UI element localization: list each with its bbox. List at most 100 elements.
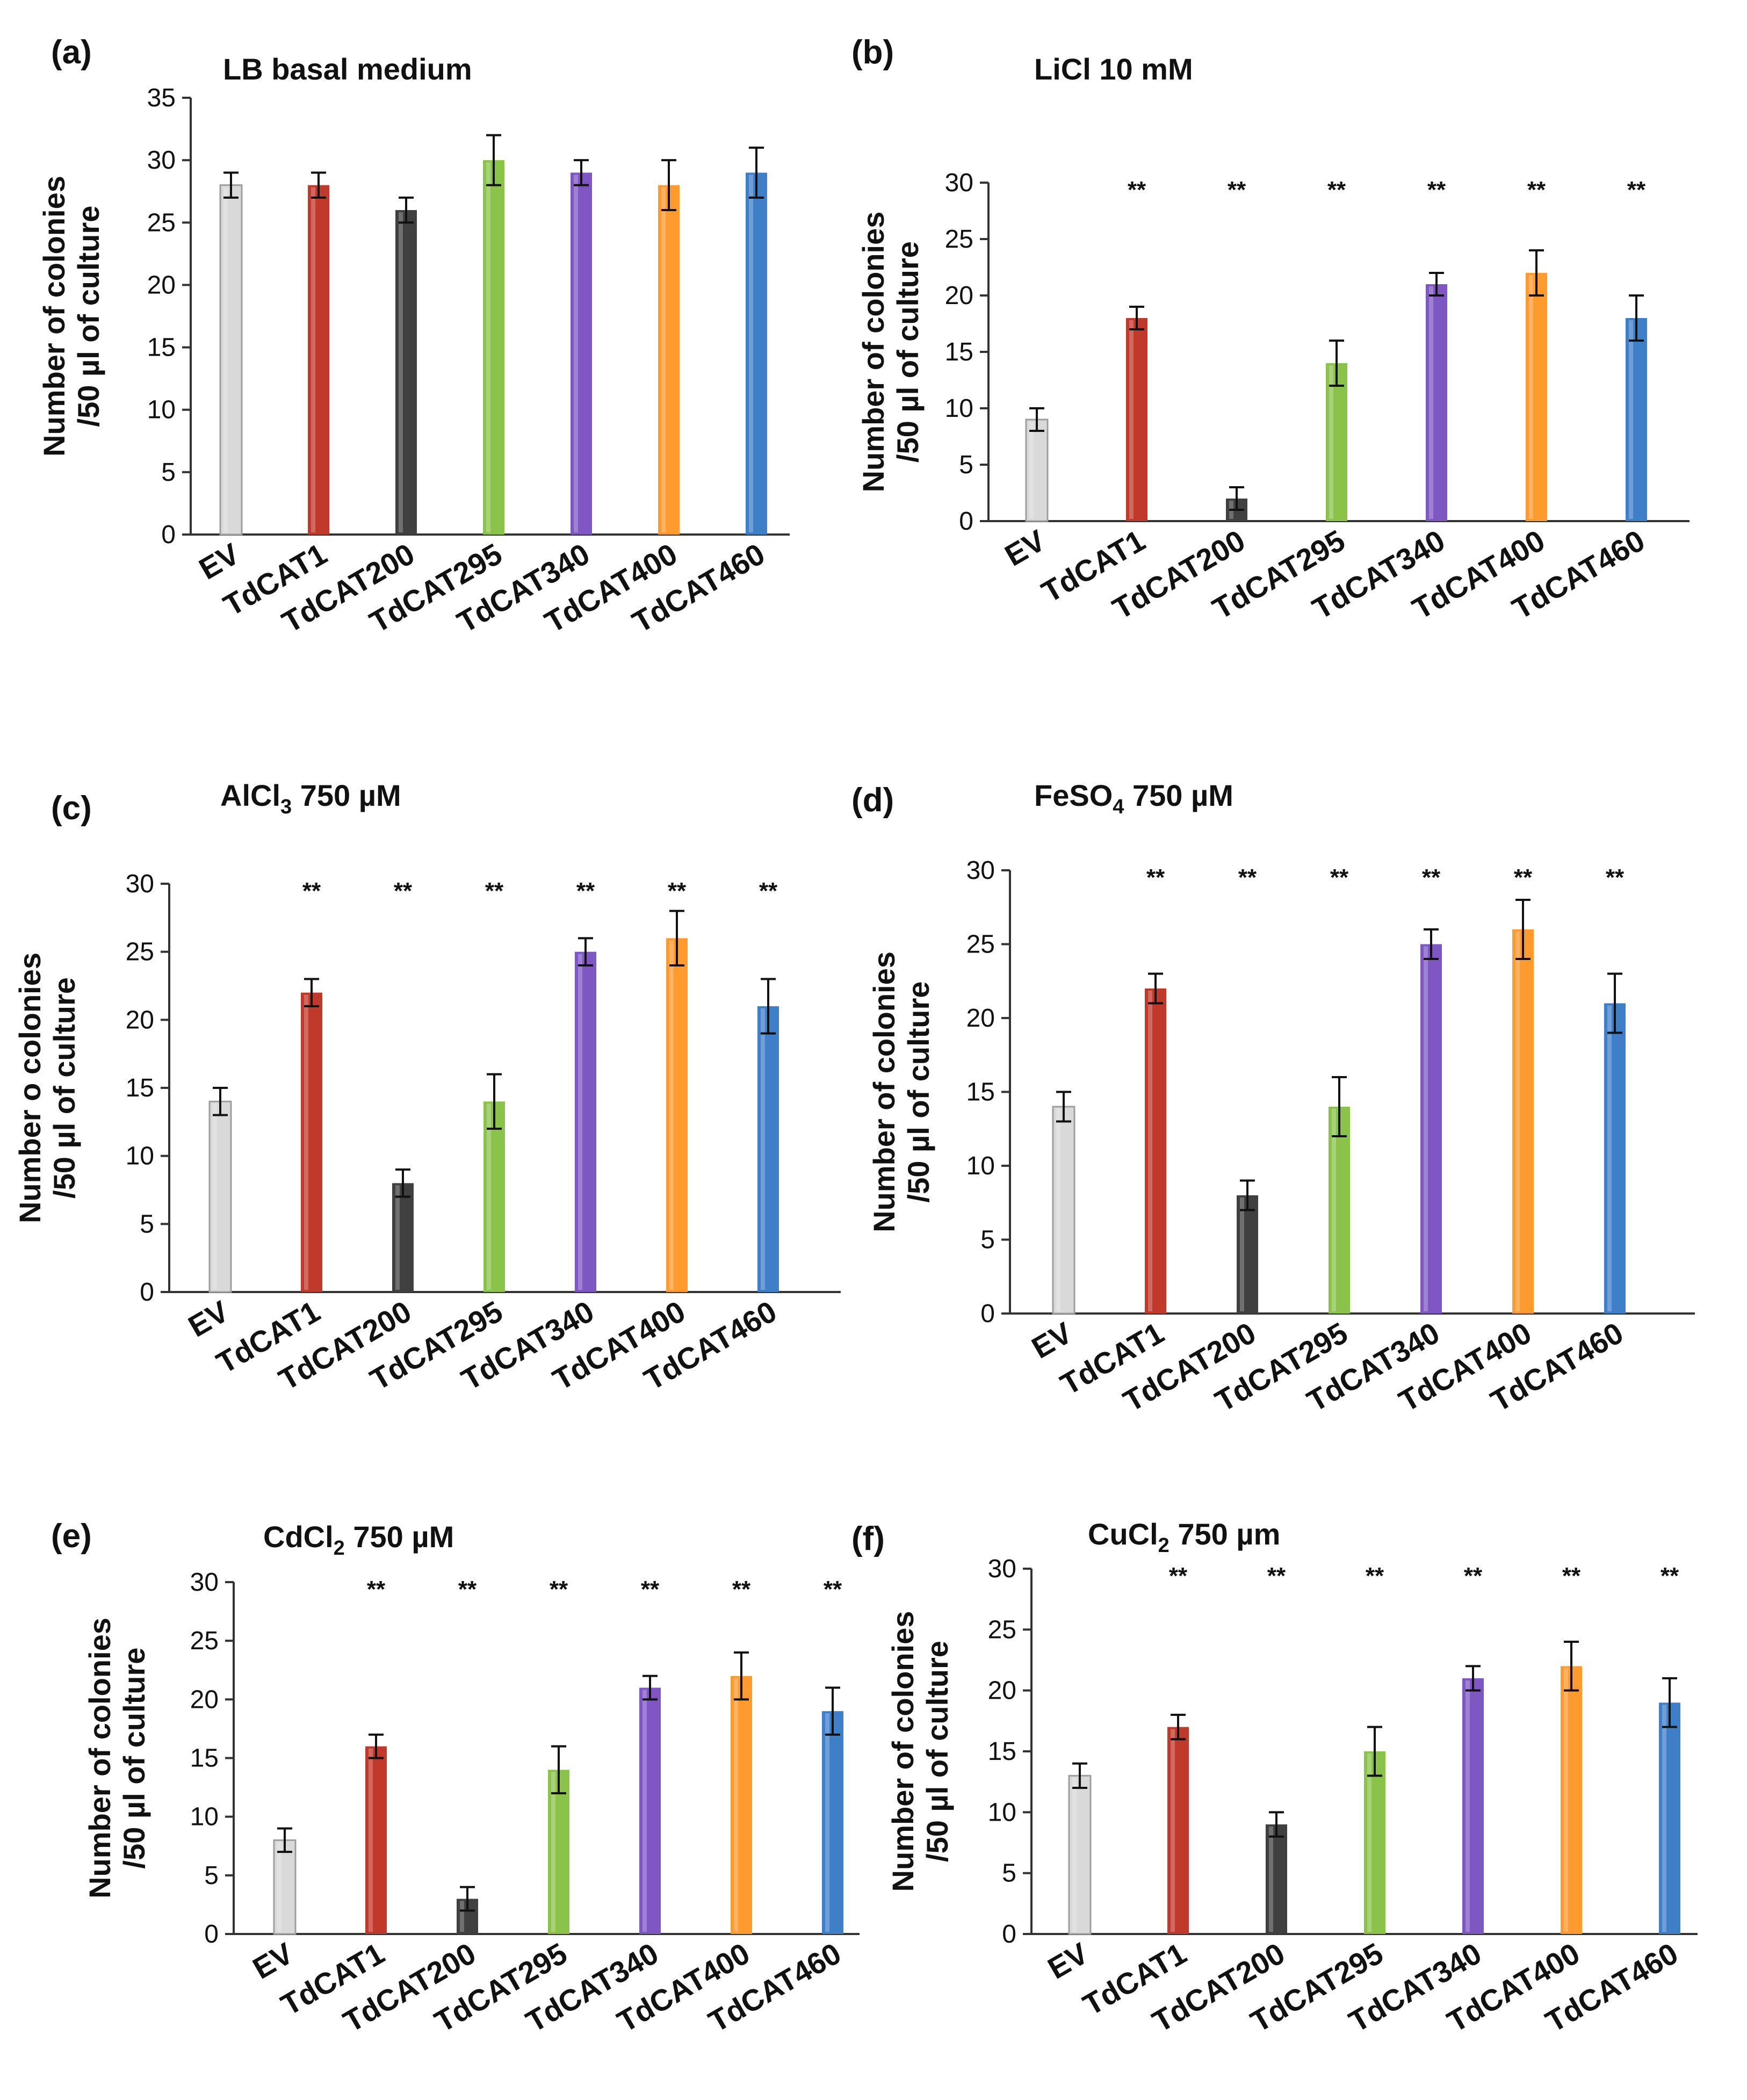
significance-marker: ** xyxy=(367,1576,386,1603)
panel-label: (c) xyxy=(51,790,92,827)
bar xyxy=(658,185,680,535)
significance-marker: ** xyxy=(394,878,413,904)
x-tick-label: EV xyxy=(1026,1316,1078,1365)
chart-panel: (a) LB basal medium Number of colonies/50 … xyxy=(37,34,790,639)
bar xyxy=(1329,1107,1350,1314)
bar xyxy=(1068,1774,1092,1935)
panel-label: (f) xyxy=(851,1520,885,1557)
significance-marker: ** xyxy=(1627,177,1646,203)
bar xyxy=(365,1746,387,1934)
y-tick-label: 30 xyxy=(147,146,176,175)
bar xyxy=(757,1006,779,1292)
bar-highlight xyxy=(825,1713,829,1932)
y-tick-label: 15 xyxy=(190,1744,219,1773)
chart-title: AlCl3 750 µM xyxy=(220,778,401,818)
bar-highlight xyxy=(1429,286,1433,519)
panel-label: (e) xyxy=(51,1518,92,1555)
y-axis-label-line1: Number of colonies xyxy=(886,1611,920,1892)
y-tick-label: 25 xyxy=(126,938,154,966)
bar-highlight xyxy=(1662,1705,1666,1932)
bar-highlight xyxy=(734,1678,738,1932)
bar-highlight xyxy=(1564,1668,1568,1932)
bar xyxy=(1626,318,1647,521)
significance-marker: ** xyxy=(1661,1563,1679,1589)
bar-highlight xyxy=(1171,1729,1175,1932)
y-tick-label: 10 xyxy=(190,1803,219,1831)
significance-marker: ** xyxy=(1562,1563,1581,1589)
y-tick-label: 15 xyxy=(147,334,176,362)
bar-highlight xyxy=(395,1185,400,1290)
y-tick-label: 20 xyxy=(190,1685,219,1714)
x-tick-label: EV xyxy=(1042,1936,1094,1986)
bar xyxy=(1512,929,1534,1314)
significance-marker: ** xyxy=(1330,864,1349,891)
bar xyxy=(483,1101,505,1292)
bar xyxy=(1266,1824,1287,1934)
y-axis-label-line1: Number of colonies xyxy=(856,212,890,493)
chart-panel: (f) CuCl2 750 µm Number of colonies/50 µl … xyxy=(851,1517,1698,2039)
y-axis-label-line1: Number of colonies xyxy=(37,176,71,457)
significance-marker: ** xyxy=(641,1576,660,1603)
chart-title-subscript: 4 xyxy=(1113,796,1124,818)
bar xyxy=(1659,1702,1680,1934)
bar xyxy=(1426,284,1447,521)
panel-label: (b) xyxy=(851,34,894,71)
bar-highlight xyxy=(1367,1753,1371,1932)
chart-title-main: CdCl xyxy=(263,1520,334,1554)
y-tick-label: 20 xyxy=(147,271,176,299)
y-tick-label: 10 xyxy=(966,1152,995,1180)
y-tick-label: 15 xyxy=(126,1074,154,1102)
bar-highlight xyxy=(749,175,753,532)
bar xyxy=(1145,988,1166,1314)
y-axis-label-line2: /50 µl of culture xyxy=(901,982,935,1203)
y-tick-label: 5 xyxy=(980,1226,995,1254)
bar-highlight xyxy=(223,187,228,533)
bar xyxy=(1462,1678,1484,1934)
y-tick-label: 0 xyxy=(959,507,973,536)
chart-title-rest: 750 µm xyxy=(1170,1517,1281,1551)
bar xyxy=(731,1676,752,1934)
bar-highlight xyxy=(487,1103,491,1290)
chart-title-rest: 750 µM xyxy=(345,1520,454,1554)
bar xyxy=(1167,1727,1189,1934)
chart-title: FeSO4 750 µM xyxy=(1034,778,1233,818)
significance-marker: ** xyxy=(1527,177,1546,203)
chart-title-main: AlCl xyxy=(220,778,280,812)
bar-highlight xyxy=(460,1901,464,1932)
y-axis-label-line1: Number of colonies xyxy=(83,1618,117,1899)
bar xyxy=(1561,1666,1582,1934)
y-tick-label: 25 xyxy=(966,930,995,959)
bar-highlight xyxy=(761,1008,765,1290)
y-tick-label: 0 xyxy=(161,521,176,549)
y-tick-label: 20 xyxy=(988,1677,1016,1705)
bar xyxy=(575,951,596,1292)
bar-highlight xyxy=(304,994,308,1290)
y-axis-label-line1: Number of colonies xyxy=(867,951,901,1232)
significance-marker: ** xyxy=(485,878,504,904)
significance-marker: ** xyxy=(1366,1563,1384,1589)
y-tick-label: 25 xyxy=(988,1615,1016,1644)
y-tick-label: 15 xyxy=(945,338,973,366)
bar-highlight xyxy=(213,1103,217,1290)
significance-marker: ** xyxy=(576,878,595,904)
bar-highlight xyxy=(1332,1109,1336,1311)
y-tick-label: 35 xyxy=(147,84,176,112)
bar-highlight xyxy=(661,187,666,533)
y-tick-label: 25 xyxy=(190,1627,219,1655)
y-tick-label: 20 xyxy=(126,1006,154,1034)
x-tick-label: EV xyxy=(247,1936,299,1986)
y-axis-label-line2: /50 µl of culture xyxy=(920,1641,954,1862)
y-tick-label: 25 xyxy=(147,208,176,237)
chart-title: LB basal medium xyxy=(223,52,472,86)
chart-title: CdCl2 750 µM xyxy=(263,1520,454,1560)
bar-highlight xyxy=(1515,932,1520,1311)
y-tick-label: 5 xyxy=(161,458,176,487)
bar-highlight xyxy=(1240,1197,1244,1311)
bar-highlight xyxy=(1424,946,1428,1311)
bar-highlight xyxy=(574,175,578,532)
significance-marker: ** xyxy=(1464,1563,1483,1589)
significance-marker: ** xyxy=(668,878,687,904)
bar xyxy=(822,1711,843,1934)
significance-marker: ** xyxy=(1422,864,1441,891)
